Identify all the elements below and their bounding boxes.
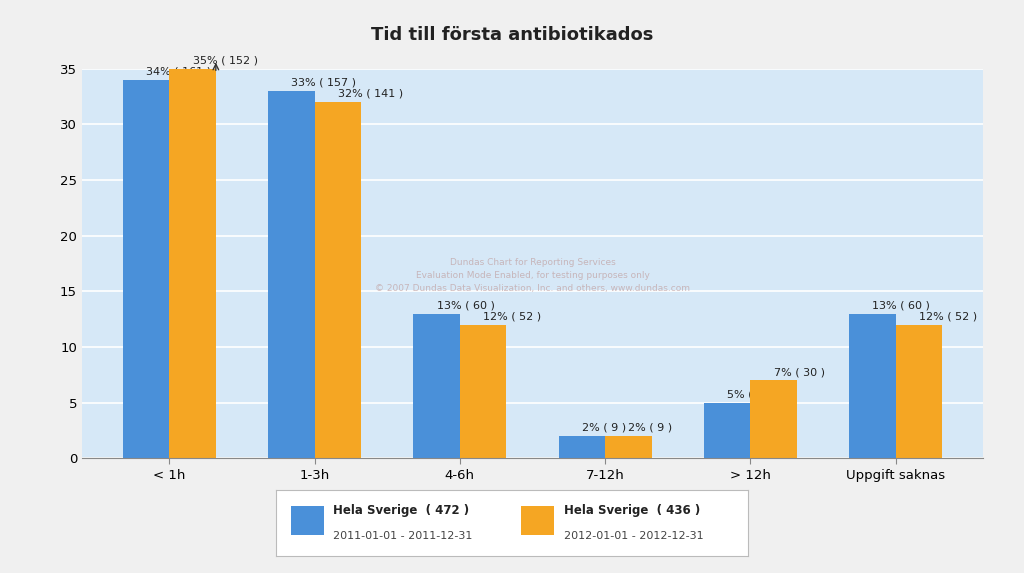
Bar (703, 403, 751, 458)
Bar (896, 325, 942, 458)
Bar (169, 69, 216, 458)
Text: Hela Sverige  ( 436 ): Hela Sverige ( 436 ) (564, 504, 700, 517)
Text: 32% ( 141 ): 32% ( 141 ) (338, 89, 403, 99)
Bar (521, 506, 554, 535)
Text: 13% ( 60 ): 13% ( 60 ) (436, 300, 495, 311)
Text: Tid till första antibiotikados: Tid till första antibiotikados (371, 26, 653, 44)
Text: 35% ( 152 ): 35% ( 152 ) (193, 56, 258, 65)
Text: 2% ( 9 ): 2% ( 9 ) (629, 423, 673, 433)
Text: 7% ( 30 ): 7% ( 30 ) (773, 367, 824, 377)
Bar (123, 80, 169, 458)
Bar (559, 436, 605, 458)
Bar (460, 325, 506, 458)
Text: 34% ( 161 ): 34% ( 161 ) (146, 66, 211, 77)
Text: 12% ( 52 ): 12% ( 52 ) (483, 312, 542, 321)
Bar (605, 436, 651, 458)
Bar (849, 313, 896, 458)
Bar (268, 91, 314, 458)
Text: 13% ( 60 ): 13% ( 60 ) (872, 300, 930, 311)
Text: 2012-01-01 - 2012-12-31: 2012-01-01 - 2012-12-31 (564, 531, 703, 541)
Text: 5% ( 25 ): 5% ( 25 ) (727, 390, 778, 399)
Bar (751, 380, 797, 458)
Text: 12% ( 52 ): 12% ( 52 ) (919, 312, 977, 321)
Bar (414, 313, 460, 458)
Bar (291, 506, 324, 535)
Bar (314, 102, 361, 458)
Text: Dundas Chart for Reporting Services
Evaluation Mode Enabled, for testing purpose: Dundas Chart for Reporting Services Eval… (375, 258, 690, 293)
Text: Hela Sverige  ( 472 ): Hela Sverige ( 472 ) (333, 504, 469, 517)
Text: 2% ( 9 ): 2% ( 9 ) (582, 423, 626, 433)
Text: 2011-01-01 - 2011-12-31: 2011-01-01 - 2011-12-31 (333, 531, 472, 541)
Text: 33% ( 157 ): 33% ( 157 ) (292, 78, 356, 88)
